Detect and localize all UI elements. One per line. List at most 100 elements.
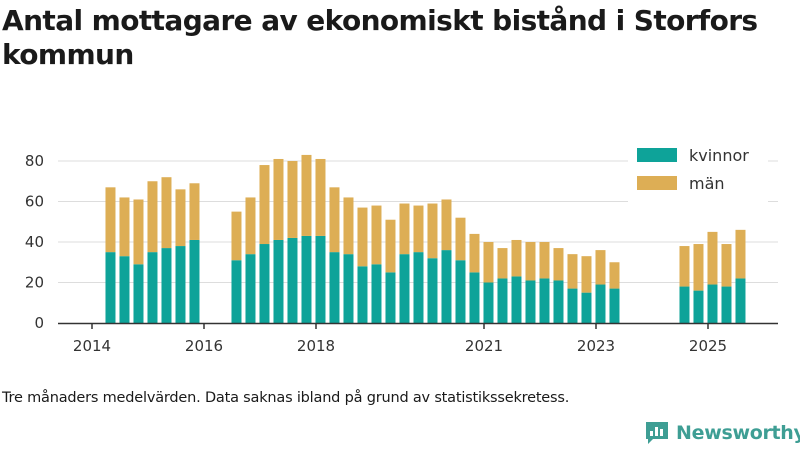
y-tick-label: 40	[25, 233, 44, 251]
x-tick-label: 2023	[577, 337, 615, 355]
bar-kvinnor	[735, 278, 746, 323]
axes: 0 20 40 60 80 2014 2016 2018 2021 2023 2025	[25, 152, 778, 355]
bar-man	[609, 262, 620, 289]
x-tick-label: 2021	[465, 337, 503, 355]
bar-man	[693, 244, 704, 291]
bar-kvinnor	[245, 254, 256, 323]
brand-logo: Newsworthy	[644, 420, 800, 446]
bar-man	[273, 158, 284, 240]
bar-man	[567, 254, 578, 289]
bar-kvinnor	[133, 264, 144, 323]
y-tick-label: 80	[25, 152, 44, 170]
bars	[105, 154, 746, 323]
bar-man	[511, 239, 522, 277]
bar-man	[245, 197, 256, 255]
bar-kvinnor	[539, 278, 550, 323]
bar-man	[441, 199, 452, 251]
bar-kvinnor	[189, 239, 200, 323]
bar-kvinnor	[231, 260, 242, 323]
bar-kvinnor	[497, 278, 508, 323]
bar-man	[301, 154, 312, 236]
bar-man	[707, 231, 718, 285]
bar-kvinnor	[567, 288, 578, 323]
bar-man	[455, 217, 466, 261]
bar-kvinnor	[707, 284, 718, 323]
bar-man	[525, 242, 536, 281]
bar-man	[553, 248, 564, 281]
bar-man	[679, 246, 690, 287]
bar-kvinnor	[553, 280, 564, 323]
bar-kvinnor	[147, 252, 158, 323]
bar-kvinnor	[371, 264, 382, 323]
bar-kvinnor	[357, 266, 368, 323]
y-tick-label: 60	[25, 193, 44, 211]
bar-kvinnor	[427, 258, 438, 323]
bar-kvinnor	[455, 260, 466, 323]
bar-kvinnor	[413, 252, 424, 323]
bar-man	[189, 183, 200, 240]
x-tick-label: 2025	[689, 337, 727, 355]
bar-kvinnor	[483, 282, 494, 323]
bar-man	[161, 177, 172, 249]
chart-title: Antal mottagare av ekonomiskt bistånd i …	[2, 4, 758, 71]
bar-man	[721, 244, 732, 287]
bar-kvinnor	[525, 280, 536, 323]
bar-man	[231, 211, 242, 261]
legend: kvinnor män	[628, 140, 768, 202]
chart-footnote: Tre månaders medelvärden. Data saknas ib…	[2, 390, 570, 406]
bar-man	[147, 181, 158, 253]
bar-kvinnor	[441, 250, 452, 323]
y-tick-label: 20	[25, 274, 44, 292]
bar-kvinnor	[399, 254, 410, 323]
bar-kvinnor	[609, 288, 620, 323]
bar-kvinnor	[315, 235, 326, 323]
bar-man	[343, 197, 354, 255]
bar-kvinnor	[595, 284, 606, 323]
bar-man	[427, 203, 438, 259]
legend-swatch-man	[637, 176, 677, 190]
legend-label-kvinnor: kvinnor	[689, 146, 749, 165]
bar-kvinnor	[581, 292, 592, 323]
bar-kvinnor	[511, 276, 522, 323]
bar-man	[175, 189, 186, 247]
bar-kvinnor	[679, 286, 690, 323]
bar-man	[497, 248, 508, 279]
bar-man	[735, 229, 746, 279]
bar-kvinnor	[301, 235, 312, 323]
bar-kvinnor	[343, 254, 354, 323]
bar-man	[469, 233, 480, 273]
bar-man	[105, 187, 116, 253]
bar-kvinnor	[175, 246, 186, 323]
bar-kvinnor	[287, 237, 298, 323]
bar-kvinnor	[273, 239, 284, 323]
legend-swatch-kvinnor	[637, 148, 677, 162]
x-tick-label: 2018	[297, 337, 335, 355]
bar-kvinnor	[119, 256, 130, 323]
bar-man	[133, 199, 144, 265]
x-tick-label: 2014	[73, 337, 111, 355]
bar-man	[371, 205, 382, 265]
newsworthy-icon	[646, 422, 668, 444]
bar-man	[119, 197, 130, 257]
bar-kvinnor	[161, 248, 172, 323]
bar-kvinnor	[385, 272, 396, 323]
bar-man	[357, 207, 368, 267]
x-tick-label: 2016	[185, 337, 223, 355]
bar-man	[315, 158, 326, 236]
bar-man	[483, 242, 494, 283]
bar-man	[259, 165, 270, 245]
bar-man	[385, 219, 396, 273]
y-tick-label: 0	[34, 314, 44, 332]
bar-man	[539, 242, 550, 279]
bar-man	[413, 205, 424, 253]
bar-kvinnor	[693, 290, 704, 323]
bar-kvinnor	[721, 286, 732, 323]
bar-kvinnor	[469, 272, 480, 323]
bar-man	[581, 256, 592, 293]
bar-man	[329, 187, 340, 253]
brand-name: Newsworthy	[676, 422, 800, 444]
bar-man	[287, 161, 298, 238]
bar-man	[595, 250, 606, 285]
bar-kvinnor	[105, 252, 116, 323]
